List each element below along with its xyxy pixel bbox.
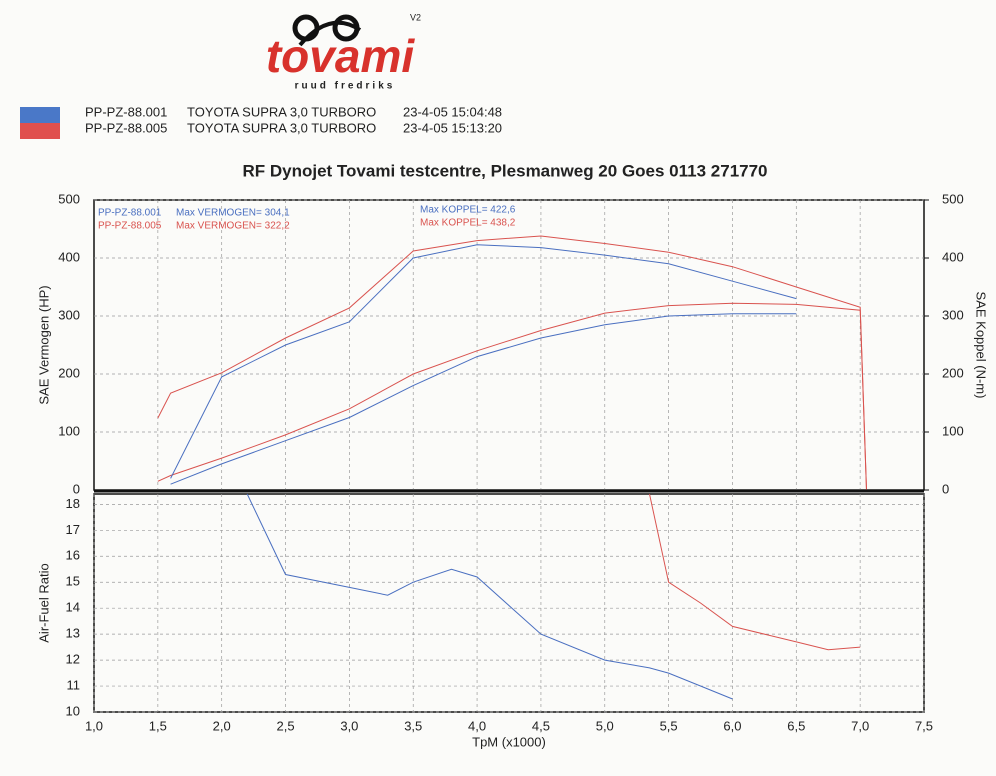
legend-label: Max KOPPEL= 422,6	[420, 205, 516, 216]
series-line	[170, 313, 797, 485]
logo-swoosh	[298, 20, 362, 47]
plot-area	[93, 493, 925, 713]
x-tick-label: 4,0	[468, 718, 486, 733]
x-axis-label: TpM (x1000)	[472, 734, 546, 749]
series-line	[157, 235, 867, 491]
run-swatch	[20, 123, 60, 139]
y-tick-label: 13	[66, 626, 80, 641]
y-tick-label: 16	[66, 548, 80, 563]
version: V2	[410, 12, 421, 22]
y-tick-label: 14	[66, 600, 80, 615]
series-line	[649, 493, 861, 651]
run-date: 23-4-05 15:13:20	[403, 120, 502, 135]
x-tick-label: 1,5	[149, 718, 167, 733]
logo-text: tovami	[266, 30, 415, 82]
run-id: PP-PZ-88.001	[85, 104, 167, 119]
legend-label: Max KOPPEL= 438,2	[420, 218, 516, 229]
y-tick-label: 400	[58, 249, 80, 264]
y2-tick-label: 300	[942, 307, 964, 322]
run-date: 23-4-05 15:04:48	[403, 104, 502, 119]
y-tick-label: 15	[66, 574, 80, 589]
legend-note: Max VERMOGEN= 304,1	[176, 208, 290, 219]
x-tick-label: 4,5	[532, 718, 550, 733]
series-line	[246, 493, 733, 700]
logo-subtitle: ruud fredriks	[295, 81, 396, 92]
y-tick-label: 500	[58, 191, 80, 206]
plot-area	[93, 199, 925, 491]
y2-tick-label: 200	[942, 365, 964, 380]
x-tick-label: 5,5	[660, 718, 678, 733]
run-car: TOYOTA SUPRA 3,0 TURBORO	[187, 104, 376, 119]
y-tick-label: 200	[58, 365, 80, 380]
y2-tick-label: 100	[942, 423, 964, 438]
run-id: PP-PZ-88.005	[85, 120, 167, 135]
y-tick-label: 18	[66, 496, 80, 511]
y-tick-label: 100	[58, 423, 80, 438]
x-tick-label: 2,5	[276, 718, 294, 733]
series-line	[157, 302, 867, 491]
x-tick-label: 1,0	[85, 718, 103, 733]
x-tick-label: 7,5	[915, 718, 933, 733]
run-swatch	[20, 107, 60, 123]
legend-label: PP-PZ-88.005	[98, 221, 162, 232]
x-tick-label: 3,5	[404, 718, 422, 733]
y2-tick-label: 0	[942, 481, 949, 496]
y-axis-label: Air-Fuel Ratio	[36, 563, 51, 642]
run-car: TOYOTA SUPRA 3,0 TURBORO	[187, 120, 376, 135]
y2-tick-label: 500	[942, 191, 964, 206]
series-line	[170, 244, 797, 479]
y-tick-label: 10	[66, 703, 80, 718]
y2-tick-label: 400	[942, 249, 964, 264]
x-tick-label: 6,5	[787, 718, 805, 733]
y-tick-label: 17	[66, 522, 80, 537]
logo: tovami ruud fredriks V2	[266, 12, 421, 91]
x-tick-label: 5,0	[596, 718, 614, 733]
y-tick-label: 11	[67, 677, 81, 692]
y-tick-label: 300	[58, 307, 80, 322]
y2-axis-label: SAE Koppel (N-m)	[974, 292, 989, 399]
y-axis-label: SAE Vermogen (HP)	[36, 285, 51, 404]
y-tick-label: 12	[66, 652, 80, 667]
x-tick-label: 2,0	[213, 718, 231, 733]
y-tick-label: 0	[73, 481, 80, 496]
legend-note: Max VERMOGEN= 322,2	[176, 221, 290, 232]
x-tick-label: 3,0	[340, 718, 358, 733]
sheet-title: RF Dynojet Tovami testcentre, Plesmanweg…	[242, 161, 767, 180]
x-tick-label: 7,0	[851, 718, 869, 733]
legend-label: PP-PZ-88.001	[98, 208, 162, 219]
x-tick-label: 6,0	[723, 718, 741, 733]
